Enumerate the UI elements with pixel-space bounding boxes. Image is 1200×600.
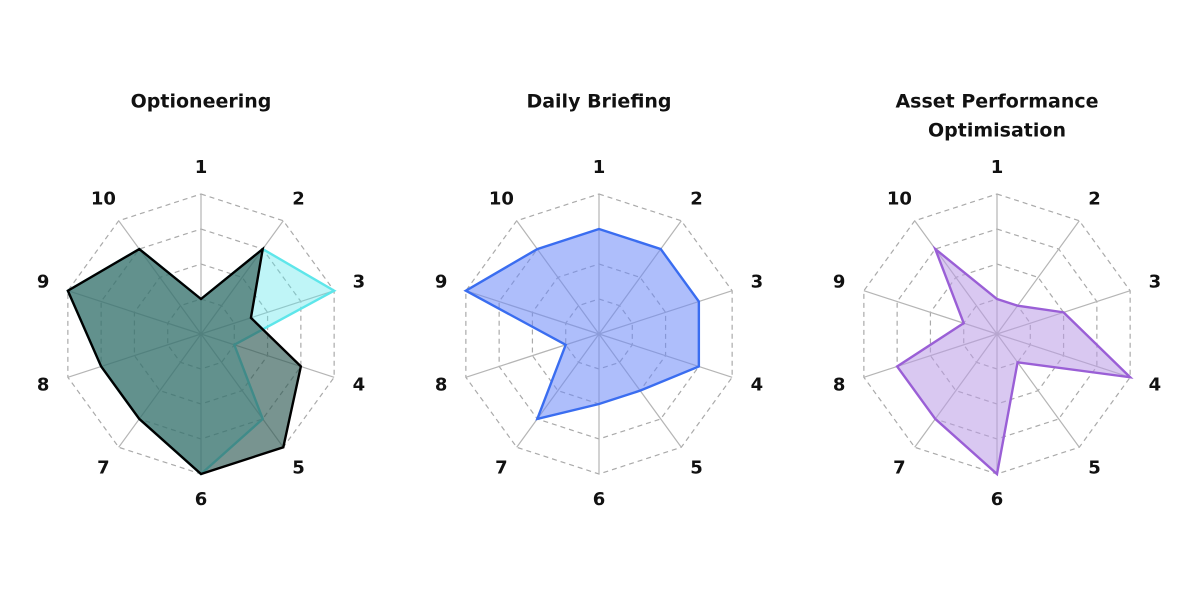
axis-label-6: 6 (593, 489, 606, 510)
axis-label-3: 3 (1149, 272, 1162, 293)
axis-label-4: 4 (1149, 374, 1162, 395)
axis-label-4: 4 (353, 374, 366, 395)
axis-label-3: 3 (353, 272, 366, 293)
axis-label-10: 10 (91, 189, 116, 210)
axis-label-2: 2 (690, 189, 703, 210)
axis-label-6: 6 (195, 489, 208, 510)
radar-chart-2: Daily Briefing 1 2 3 4 5 6 7 8 9 10 (435, 91, 763, 511)
axis-label-8: 8 (435, 374, 448, 395)
axis-label-7: 7 (495, 457, 508, 478)
chart-title: Optimisation (928, 120, 1066, 142)
series-area-2 (66, 246, 303, 476)
radar-chart-3: Asset Performance Optimisation 1 2 3 4 5 6 7 8 9 10 (833, 91, 1161, 511)
axis-label-1: 1 (991, 157, 1004, 178)
axis-label-5: 5 (1088, 457, 1101, 478)
chart-title: Asset Performance (895, 91, 1098, 113)
axis-label-6: 6 (991, 489, 1004, 510)
axis-label-3: 3 (751, 272, 764, 293)
axis-label-10: 10 (887, 189, 912, 210)
chart-title: Optioneering (131, 91, 272, 113)
axis-label-9: 9 (435, 272, 448, 293)
axis-label-5: 5 (690, 457, 703, 478)
axis-label-8: 8 (37, 374, 50, 395)
radar-chart-1: Optioneering 1 2 3 4 5 6 7 8 9 10 (37, 91, 365, 511)
axis-label-9: 9 (833, 272, 846, 293)
axis-label-2: 2 (292, 189, 305, 210)
chart-title: Daily Briefing (526, 91, 671, 113)
axis-label-10: 10 (489, 189, 514, 210)
axis-label-2: 2 (1088, 189, 1101, 210)
axis-label-1: 1 (593, 157, 606, 178)
axis-label-8: 8 (833, 374, 846, 395)
axis-label-4: 4 (751, 374, 764, 395)
axis-label-7: 7 (893, 457, 906, 478)
axis-label-5: 5 (292, 457, 305, 478)
series-area-1 (463, 227, 701, 421)
axis-label-1: 1 (195, 157, 208, 178)
axis-label-7: 7 (97, 457, 110, 478)
axis-label-9: 9 (37, 272, 50, 293)
series-area-1 (895, 245, 1134, 477)
